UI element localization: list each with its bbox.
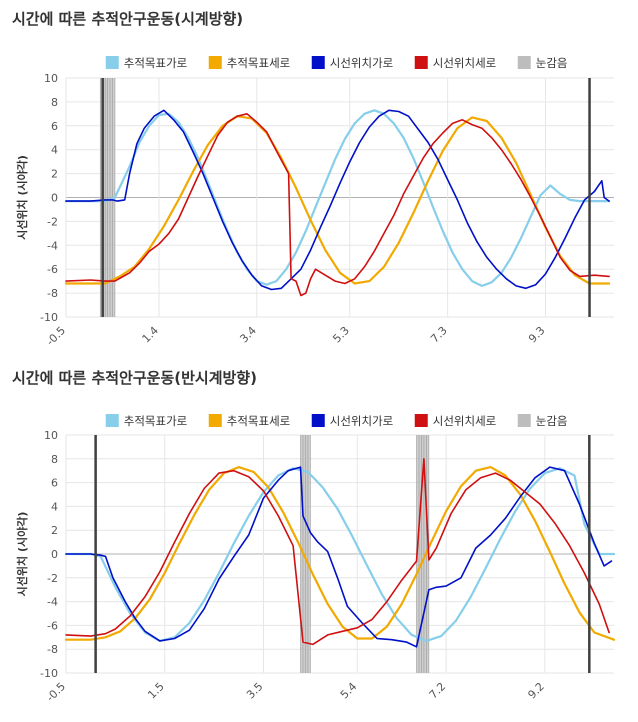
y-tick-label: -4 (47, 239, 58, 252)
y-axis: 10 8 6 4 2 0 -2 -4 -6 -8 -10 (40, 429, 58, 680)
x-tick-label: 3.5 (244, 680, 266, 702)
legend-swatch (105, 414, 119, 427)
legend-label: 눈감음 (536, 56, 568, 70)
legend-label: 시선위치세로 (433, 56, 496, 70)
x-tick-label: 9.2 (525, 680, 547, 702)
y-tick-label: -6 (47, 619, 58, 632)
series-line-1 (64, 115, 611, 285)
x-tick-label: 5.4 (338, 680, 360, 702)
legend-item: 추적목표세로 (208, 56, 290, 70)
legend-label: 시선위치가로 (330, 414, 393, 428)
markers (101, 78, 591, 317)
chart-title: 시간에 따른 추적안구운동(시계방향) (12, 10, 244, 28)
y-axis-label: 시선위치 (시야각) (15, 512, 29, 597)
x-tick-label: -0.5 (44, 324, 68, 348)
series-line-0 (64, 467, 616, 642)
legend-swatch (414, 56, 428, 69)
series-line-2 (65, 109, 610, 291)
y-tick-label: -8 (47, 287, 58, 300)
legend-swatch (311, 414, 325, 427)
chart-title: 시간에 따른 추적안구운동(반시계방향) (12, 369, 257, 387)
chart-clockwise: 추적목표가로 추적목표세로 시선위치가로 시선위치세로 눈감음 10 8 6 4 2 0 -2 -4 -6… (15, 56, 614, 348)
legend-label: 시선위치세로 (433, 414, 496, 428)
x-tick-label: 9.3 (526, 324, 548, 346)
y-tick-label: -8 (47, 643, 58, 656)
x-tick-label: 3.4 (237, 324, 259, 346)
y-tick-label: 6 (51, 120, 58, 133)
y-tick-label: -10 (40, 667, 58, 680)
chart-counterclockwise: 추적목표가로 추적목표세로 시선위치가로 시선위치세로 눈감음 10 8 6 4 2 0 -2 -4 -6… (15, 414, 616, 704)
series-line-3 (65, 458, 610, 646)
y-tick-label: 4 (51, 500, 58, 513)
series-group (64, 109, 611, 297)
legend-label: 시선위치가로 (330, 56, 393, 70)
legend-swatch (208, 56, 222, 69)
x-tick-label: 1.4 (140, 324, 162, 346)
y-axis-label: 시선위치 (시야각) (15, 155, 29, 240)
x-tick-label: -0.5 (44, 680, 68, 704)
legend-item: 시선위치세로 (414, 56, 496, 70)
chart-panel-counterclockwise: 시간에 따른 추적안구운동(반시계방향) 추적목표가로 추적목표세로 시선위치가로 시… (0, 360, 638, 720)
y-tick-label: -6 (47, 263, 58, 276)
legend-swatch (311, 56, 325, 69)
legend: 추적목표가로 추적목표세로 시선위치가로 시선위치세로 눈감음 (105, 414, 568, 428)
legend-label: 추적목표세로 (227, 56, 290, 70)
y-tick-label: -2 (47, 215, 58, 228)
y-tick-label: -4 (47, 596, 58, 609)
legend-item: 눈감음 (517, 414, 568, 428)
legend: 추적목표가로 추적목표세로 시선위치가로 시선위치세로 눈감음 (105, 56, 568, 70)
legend-swatch (105, 56, 119, 69)
x-tick-label: 1.5 (145, 680, 167, 702)
y-axis: 10 8 6 4 2 0 -2 -4 -6 -8 -10 (40, 72, 58, 324)
y-tick-label: 8 (51, 453, 58, 466)
legend-swatch (414, 414, 428, 427)
legend-item: 시선위치가로 (311, 56, 393, 70)
legend-item: 추적목표세로 (208, 414, 290, 428)
legend-swatch (517, 414, 531, 427)
legend-item: 시선위치가로 (311, 414, 393, 428)
series-line-1 (64, 466, 616, 641)
grid (65, 434, 614, 674)
x-axis: -0.5 1.5 3.5 5.4 7.2 9.2 (44, 680, 547, 704)
y-tick-label: -2 (47, 572, 58, 585)
x-tick-label: 7.3 (428, 324, 450, 346)
y-tick-label: 8 (51, 96, 58, 109)
series-group (64, 458, 616, 648)
legend-item: 시선위치세로 (414, 414, 496, 428)
y-tick-label: 4 (51, 144, 58, 157)
legend-item: 추적목표가로 (105, 414, 187, 428)
series-line-0 (64, 109, 611, 287)
y-tick-label: 6 (51, 477, 58, 490)
x-tick-label: 7.2 (427, 680, 449, 702)
x-axis: -0.5 1.4 3.4 5.3 7.3 9.3 (44, 324, 548, 348)
legend-swatch (208, 414, 222, 427)
series-line-3 (65, 113, 610, 297)
y-tick-label: 0 (51, 192, 58, 205)
legend-label: 추적목표가로 (124, 414, 187, 428)
y-tick-label: -10 (40, 311, 58, 324)
legend-item: 눈감음 (517, 56, 568, 70)
x-tick-label: 5.3 (330, 324, 352, 346)
legend-label: 눈감음 (536, 414, 568, 428)
markers (94, 435, 591, 673)
y-tick-label: 2 (51, 524, 58, 537)
y-tick-label: 0 (51, 548, 58, 561)
y-tick-label: 2 (51, 168, 58, 181)
y-tick-label: 10 (44, 429, 58, 442)
series-line-2 (65, 466, 613, 648)
chart-panel-clockwise: 시간에 따른 추적안구운동(시계방향) 추적목표가로 추적목표세로 시선위치가로 시선… (0, 0, 638, 355)
legend-swatch (517, 56, 531, 69)
y-tick-label: 10 (44, 72, 58, 85)
legend-item: 추적목표가로 (105, 56, 187, 70)
legend-label: 추적목표세로 (227, 414, 290, 428)
legend-label: 추적목표가로 (124, 56, 187, 70)
